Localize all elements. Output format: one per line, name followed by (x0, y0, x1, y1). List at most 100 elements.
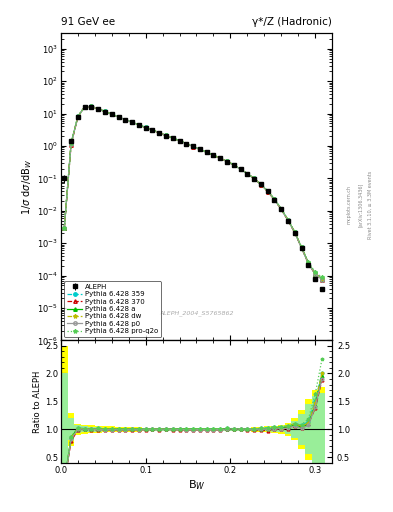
Pythia 6.428 pro-q2o (143, 124, 148, 131)
Text: 91 GeV ee: 91 GeV ee (61, 16, 115, 27)
Pythia 6.428 359 (116, 114, 121, 120)
Pythia 6.428 a (143, 124, 148, 131)
Pythia 6.428 359 (279, 206, 284, 212)
Pythia 6.428 pro-q2o (238, 166, 243, 173)
Pythia 6.428 370 (238, 166, 243, 173)
Pythia 6.428 pro-q2o (245, 170, 250, 177)
Pythia 6.428 dw (299, 244, 304, 250)
Pythia 6.428 359 (103, 109, 107, 115)
Pythia 6.428 p0 (150, 127, 155, 133)
Pythia 6.428 a (238, 166, 243, 173)
Pythia 6.428 370 (75, 114, 80, 120)
Line: Pythia 6.428 359: Pythia 6.428 359 (62, 105, 324, 281)
Pythia 6.428 370 (306, 260, 311, 266)
Text: γ*/Z (Hadronic): γ*/Z (Hadronic) (252, 16, 332, 27)
Pythia 6.428 359 (320, 276, 324, 282)
Pythia 6.428 359 (306, 260, 311, 266)
Pythia 6.428 359 (136, 122, 141, 128)
Pythia 6.428 dw (123, 117, 128, 123)
Pythia 6.428 p0 (225, 158, 230, 164)
Pythia 6.428 p0 (279, 206, 284, 212)
Pythia 6.428 dw (191, 143, 195, 150)
Text: [arXiv:1306.3436]: [arXiv:1306.3436] (358, 183, 363, 227)
Pythia 6.428 pro-q2o (171, 135, 175, 141)
Line: Pythia 6.428 370: Pythia 6.428 370 (62, 105, 324, 282)
Pythia 6.428 dw (204, 149, 209, 155)
Pythia 6.428 370 (204, 150, 209, 156)
Legend: ALEPH, Pythia 6.428 359, Pythia 6.428 370, Pythia 6.428 a, Pythia 6.428 dw, Pyth: ALEPH, Pythia 6.428 359, Pythia 6.428 37… (64, 281, 161, 337)
Pythia 6.428 p0 (89, 103, 94, 110)
Pythia 6.428 a (163, 133, 168, 139)
Pythia 6.428 a (286, 217, 290, 223)
Pythia 6.428 a (272, 196, 277, 202)
Pythia 6.428 pro-q2o (231, 162, 236, 168)
Pythia 6.428 pro-q2o (82, 104, 87, 110)
Pythia 6.428 359 (75, 113, 80, 119)
Pythia 6.428 dw (306, 260, 311, 266)
Pythia 6.428 370 (299, 245, 304, 251)
Pythia 6.428 dw (252, 175, 257, 181)
Pythia 6.428 pro-q2o (306, 259, 311, 265)
Pythia 6.428 pro-q2o (292, 229, 297, 235)
Pythia 6.428 370 (225, 159, 230, 165)
Pythia 6.428 a (211, 152, 216, 158)
Line: Pythia 6.428 pro-q2o: Pythia 6.428 pro-q2o (62, 104, 324, 279)
Pythia 6.428 359 (184, 140, 189, 146)
Y-axis label: Ratio to ALEPH: Ratio to ALEPH (33, 371, 42, 433)
Pythia 6.428 pro-q2o (204, 149, 209, 155)
Pythia 6.428 p0 (238, 166, 243, 173)
Pythia 6.428 p0 (184, 141, 189, 147)
Pythia 6.428 a (150, 127, 155, 133)
Pythia 6.428 p0 (245, 170, 250, 177)
Pythia 6.428 359 (238, 166, 243, 173)
Text: ALEPH_2004_S5765862: ALEPH_2004_S5765862 (159, 310, 234, 316)
Pythia 6.428 359 (313, 270, 318, 276)
Pythia 6.428 pro-q2o (62, 225, 67, 231)
Pythia 6.428 a (171, 135, 175, 141)
Pythia 6.428 359 (299, 244, 304, 250)
Pythia 6.428 370 (198, 146, 202, 153)
Pythia 6.428 p0 (252, 176, 257, 182)
Pythia 6.428 pro-q2o (109, 111, 114, 117)
Pythia 6.428 370 (69, 142, 73, 148)
Pythia 6.428 359 (292, 229, 297, 235)
Pythia 6.428 a (116, 114, 121, 120)
Pythia 6.428 359 (177, 138, 182, 144)
Pythia 6.428 p0 (218, 155, 222, 161)
Pythia 6.428 a (313, 271, 318, 277)
Pythia 6.428 pro-q2o (177, 138, 182, 144)
Pythia 6.428 dw (116, 114, 121, 120)
Pythia 6.428 a (130, 119, 134, 125)
Pythia 6.428 370 (82, 104, 87, 110)
Pythia 6.428 p0 (109, 111, 114, 117)
Text: mcplots.cern.ch: mcplots.cern.ch (347, 185, 352, 224)
Pythia 6.428 370 (292, 230, 297, 236)
Pythia 6.428 370 (123, 117, 128, 123)
Pythia 6.428 dw (279, 206, 284, 212)
Pythia 6.428 pro-q2o (184, 140, 189, 146)
Pythia 6.428 dw (272, 196, 277, 202)
Pythia 6.428 pro-q2o (103, 109, 107, 115)
Pythia 6.428 370 (136, 122, 141, 128)
Pythia 6.428 dw (218, 155, 222, 161)
Pythia 6.428 p0 (299, 245, 304, 251)
Pythia 6.428 370 (211, 152, 216, 158)
Pythia 6.428 dw (96, 105, 101, 112)
Pythia 6.428 p0 (136, 122, 141, 128)
Pythia 6.428 a (279, 206, 284, 212)
Pythia 6.428 p0 (143, 124, 148, 131)
Pythia 6.428 359 (218, 155, 222, 161)
Pythia 6.428 359 (130, 119, 134, 125)
Pythia 6.428 pro-q2o (252, 175, 257, 181)
Pythia 6.428 370 (157, 130, 162, 136)
Pythia 6.428 dw (75, 113, 80, 119)
Pythia 6.428 359 (252, 175, 257, 181)
Pythia 6.428 p0 (75, 114, 80, 120)
Pythia 6.428 a (252, 176, 257, 182)
Pythia 6.428 359 (69, 140, 73, 146)
Pythia 6.428 p0 (259, 181, 263, 187)
Pythia 6.428 a (136, 122, 141, 128)
Pythia 6.428 a (157, 130, 162, 136)
Pythia 6.428 370 (143, 124, 148, 131)
Pythia 6.428 359 (62, 225, 67, 231)
